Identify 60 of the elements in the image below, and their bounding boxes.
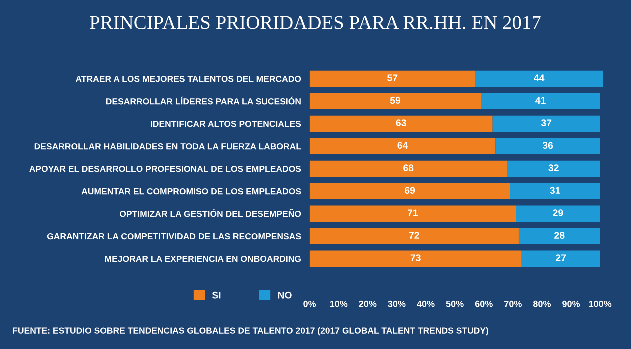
x-tick-label: 60% <box>475 300 493 308</box>
data-label: 27 <box>556 254 566 262</box>
y-tick-label: OPTIMIZAR LA GESTIÓN DEL DESEMPEÑO <box>120 209 302 218</box>
bar <box>507 160 600 178</box>
y-tick-label: MEJORAR LA EXPERIENCIA EN ONBOARDING <box>105 256 301 262</box>
y-tick-label: DESARROLLAR HABILIDADES EN TODA LA FUERZA LABORAL <box>34 143 302 150</box>
x-tick-label: 50% <box>446 300 464 308</box>
data-label: 73 <box>410 254 421 262</box>
data-label: 68 <box>404 164 414 172</box>
bar <box>310 228 519 244</box>
legend-label: NO <box>278 292 292 299</box>
data-label: 57 <box>388 74 398 82</box>
bar <box>496 138 600 155</box>
x-tick-label: 0% <box>304 300 316 308</box>
x-tick-label: 70% <box>504 300 522 308</box>
bar <box>518 228 600 244</box>
data-label: 41 <box>536 97 546 104</box>
bar <box>310 70 476 88</box>
x-tick-label: 100% <box>589 300 612 308</box>
y-tick-label: AUMENTAR EL COMPROMISO DE LOS EMPLEADOS <box>82 188 302 195</box>
y-tick-label: ATRAER A LOS MEJORES TALENTOS DEL MERCADO <box>76 76 302 82</box>
bar <box>310 138 496 155</box>
data-label: 59 <box>390 97 401 104</box>
y-tick-label: GARANTIZAR LA COMPETITIVIDAD DE LAS RECOMPENSAS <box>47 233 302 240</box>
data-label: 63 <box>396 120 406 127</box>
data-label: 72 <box>409 232 420 239</box>
data-label: 29 <box>553 210 564 217</box>
y-tick-label: APOYAR EL DESARROLLO PROFESIONAL DE LOS EMPLEADOS <box>30 166 302 172</box>
data-label: 69 <box>404 187 416 194</box>
bar <box>516 206 600 222</box>
bar <box>510 183 600 200</box>
chart-title: PRINCIPALES PRIORIDADES PARA RR.HH. EN 2017 <box>90 16 541 30</box>
bar <box>310 206 516 222</box>
x-tick-label: 30% <box>388 300 406 308</box>
bar <box>481 93 600 110</box>
legend-label: SI <box>212 292 221 299</box>
data-label: 32 <box>548 164 559 172</box>
data-label: 31 <box>550 187 560 194</box>
data-label: 36 <box>542 142 554 150</box>
bar <box>310 93 482 110</box>
y-tick-label: DESARROLLAR LÍDERES PARA LA SUCESIÓN <box>106 96 301 105</box>
bar <box>310 160 508 178</box>
x-tick-label: 20% <box>359 300 377 308</box>
data-label: 28 <box>554 232 565 239</box>
data-label: 71 <box>408 210 418 216</box>
bar <box>310 116 493 132</box>
y-tick-label: IDENTIFICAR ALTOS POTENCIALES <box>151 120 302 128</box>
data-label: 64 <box>398 142 408 150</box>
data-label: 37 <box>541 120 552 127</box>
source-note: FUENTE: ESTUDIO SOBRE TENDENCIAS GLOBALES DE TALENTO 2017 (2017 GLOBAL TALENT TRENDS STUDY) <box>13 327 488 336</box>
data-label: 44 <box>534 74 545 82</box>
bar <box>310 183 510 200</box>
x-tick-label: 90% <box>562 300 580 308</box>
bar <box>492 116 600 132</box>
x-tick-label: 10% <box>330 300 348 308</box>
x-tick-label: 80% <box>533 300 552 308</box>
bar <box>310 250 522 267</box>
x-tick-label: 40% <box>417 300 435 308</box>
bar <box>475 70 604 88</box>
bar <box>522 250 600 267</box>
